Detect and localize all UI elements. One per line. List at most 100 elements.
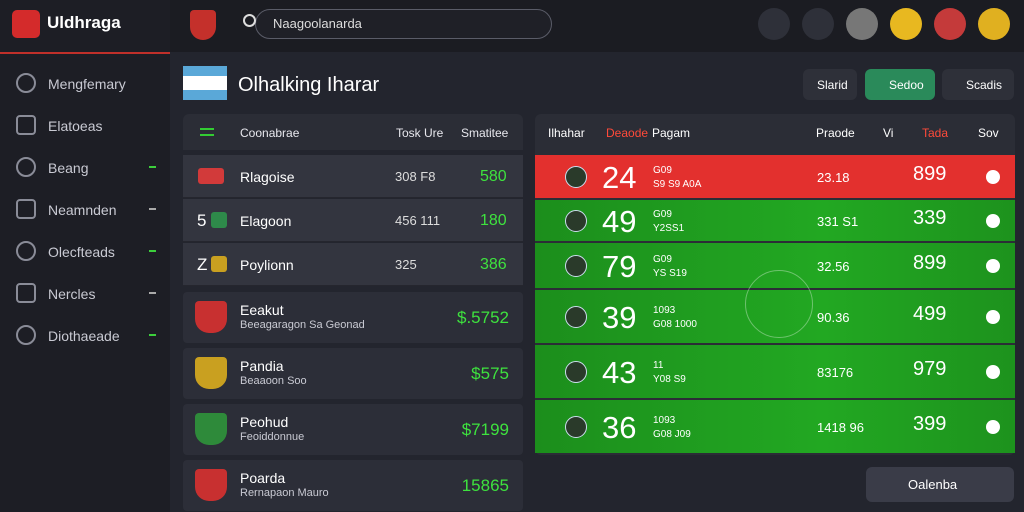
- card-value: $.5752: [457, 308, 509, 327]
- flag: [183, 66, 227, 100]
- sidebar-divider: [0, 52, 170, 54]
- team-stat: 308 F8: [395, 169, 436, 184]
- match-row[interactable]: [535, 345, 1015, 398]
- column-header: Tosk Ure: [396, 126, 444, 140]
- card-logo: [195, 357, 227, 389]
- team-logo: [211, 212, 227, 228]
- score: 79: [602, 248, 637, 284]
- column-header: Tada: [922, 126, 949, 140]
- card-sub: Rernapaon Mauro: [240, 487, 329, 499]
- row-action[interactable]: [986, 169, 1000, 184]
- row-action[interactable]: [986, 258, 1000, 273]
- team-badge: [190, 10, 216, 40]
- header-button[interactable]: Sedoo: [865, 69, 935, 100]
- row-value: 899: [913, 251, 947, 274]
- left-row[interactable]: [183, 155, 523, 198]
- top-icon[interactable]: [758, 8, 790, 40]
- team-name: Elagoon: [240, 213, 292, 229]
- score: 49: [602, 203, 637, 239]
- nav-item[interactable]: Mengfemary: [48, 76, 126, 92]
- nav-icon[interactable]: [16, 283, 36, 303]
- row-value: 339: [913, 206, 947, 229]
- team-value: 180: [480, 212, 507, 229]
- top-icon[interactable]: [890, 8, 922, 40]
- nav-item[interactable]: Nercles: [48, 286, 96, 302]
- mid-value: 32.56: [817, 258, 850, 274]
- nav-item[interactable]: Elatoeas: [48, 118, 103, 134]
- nav-icon[interactable]: [16, 115, 36, 135]
- rank: 5: [197, 211, 207, 230]
- nav-item[interactable]: Beang: [48, 160, 89, 176]
- logo: [12, 10, 40, 38]
- top-icon[interactable]: [978, 8, 1010, 40]
- nav-icon[interactable]: [16, 157, 36, 177]
- team-name: Rlagoise: [240, 169, 295, 185]
- score: 36: [602, 409, 637, 445]
- footer-button-label[interactable]: Oalenba: [908, 477, 958, 492]
- card-logo: [195, 413, 227, 445]
- card[interactable]: [183, 460, 523, 511]
- nav-item[interactable]: Neamnden: [48, 202, 117, 218]
- rank: Z: [197, 255, 208, 274]
- card-logo: [195, 469, 227, 501]
- match-row[interactable]: [535, 155, 1015, 198]
- line1: 1093: [653, 414, 676, 426]
- card-sub: Beaaoon Soo: [240, 375, 307, 387]
- card-name: Poarda: [240, 470, 286, 486]
- header-button-label[interactable]: Slarid: [817, 78, 848, 92]
- column-header: Sov: [978, 126, 999, 140]
- nav-icon[interactable]: [16, 199, 36, 219]
- header-button[interactable]: Scadis: [942, 69, 1014, 100]
- nav-icon[interactable]: [16, 73, 36, 93]
- column-header: Pagam: [652, 126, 691, 140]
- header-button-label[interactable]: Sedoo: [889, 78, 924, 92]
- card-value: $575: [471, 364, 509, 383]
- nav-item[interactable]: Diothaeade: [48, 328, 120, 344]
- footer-button[interactable]: Oalenba: [866, 467, 1014, 502]
- card[interactable]: [183, 404, 523, 455]
- column-header: Vi: [883, 126, 894, 140]
- brand: Uldhraga: [47, 13, 121, 32]
- top-icon[interactable]: [934, 8, 966, 40]
- avatar: [565, 165, 587, 188]
- line2: YS S19: [653, 267, 687, 279]
- column-header: Ilhahar: [548, 126, 585, 140]
- row-value: 899: [913, 162, 947, 185]
- mid-value: 331 S1: [817, 213, 859, 229]
- top-icon[interactable]: [846, 8, 878, 40]
- row-action[interactable]: [986, 419, 1000, 434]
- card-value: 15865: [461, 476, 509, 495]
- row-action[interactable]: [986, 364, 1000, 379]
- header-button[interactable]: Slarid: [803, 69, 857, 100]
- left-row[interactable]: [183, 243, 523, 286]
- match-row[interactable]: [535, 200, 1015, 241]
- card[interactable]: [183, 348, 523, 399]
- match-row[interactable]: [535, 400, 1015, 453]
- avatar: [565, 415, 587, 438]
- card-name: Eeakut: [240, 302, 284, 318]
- avatar: [565, 254, 587, 277]
- left-row[interactable]: [183, 199, 523, 242]
- row-value: 979: [913, 357, 947, 380]
- search-text[interactable]: Naagoolanarda: [273, 16, 362, 31]
- card-sub: Feoiddonnue: [240, 431, 305, 443]
- nav-icon[interactable]: [16, 241, 36, 261]
- score: 43: [602, 354, 637, 390]
- nav-item[interactable]: Olecfteads: [48, 244, 115, 260]
- row-action[interactable]: [986, 213, 1000, 228]
- page-title: Olhalking Iharar: [238, 74, 380, 96]
- row-action[interactable]: [986, 309, 1000, 324]
- nav-icon[interactable]: [16, 325, 36, 345]
- team-value: 386: [480, 256, 507, 273]
- nav-plus: [149, 334, 156, 336]
- search-box[interactable]: [255, 9, 552, 39]
- column-header: Praode: [816, 126, 855, 140]
- nav-plus: [149, 208, 156, 210]
- line1: G09: [653, 253, 672, 265]
- card[interactable]: [183, 292, 523, 343]
- top-icon[interactable]: [802, 8, 834, 40]
- card-name: Pandia: [240, 358, 284, 374]
- header-button-label[interactable]: Scadis: [966, 78, 1003, 92]
- center-circle: [745, 270, 813, 338]
